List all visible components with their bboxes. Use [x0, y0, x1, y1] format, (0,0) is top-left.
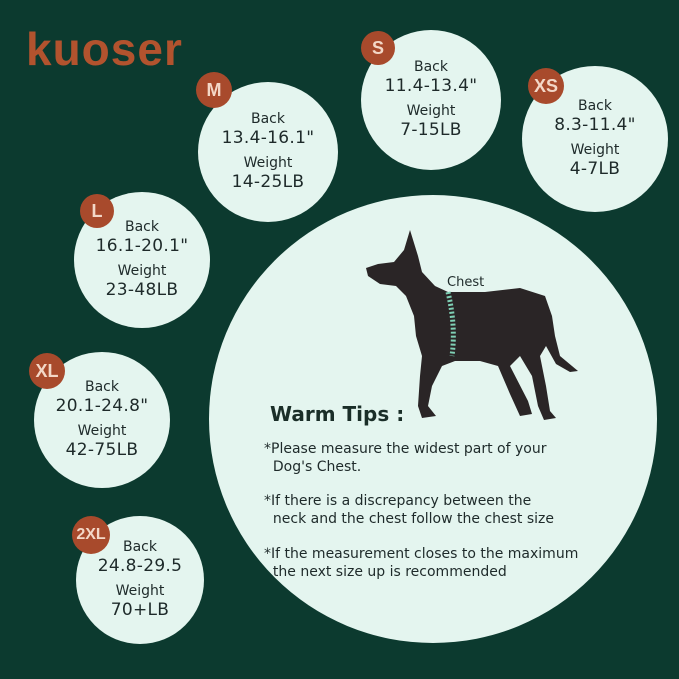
back-label: Back [578, 98, 612, 114]
back-label: Back [414, 59, 448, 75]
weight-label: Weight [117, 263, 167, 279]
tips-panel [209, 195, 657, 643]
weight-label: Weight [77, 423, 127, 439]
back-value: 20.1-24.8" [55, 396, 149, 416]
size-badge-xs: XS [528, 68, 564, 104]
tip-item: *Please measure the widest part of your … [264, 441, 547, 475]
back-label: Back [85, 379, 119, 395]
kuoser-logo: kuoser [26, 23, 183, 75]
back-value: 8.3-11.4" [554, 115, 636, 135]
warm-tips-title: Warm Tips : [270, 402, 405, 426]
size-badge-m: M [196, 72, 232, 108]
tip-item: *If the measurement closes to the maximu… [264, 546, 579, 580]
weight-label: Weight [115, 583, 165, 599]
weight-value: 70+LB [110, 600, 170, 620]
weight-value: 7-15LB [400, 120, 462, 140]
back-value: 16.1-20.1" [95, 236, 189, 256]
weight-label: Weight [570, 142, 620, 158]
back-value: 13.4-16.1" [221, 128, 315, 148]
tip-item: *If there is a discrepancy between the n… [264, 493, 555, 527]
weight-value: 14-25LB [231, 172, 305, 192]
back-label: Back [125, 219, 159, 235]
size-badge-s: S [361, 31, 395, 65]
back-value: 11.4-13.4" [384, 76, 478, 96]
back-label: Back [123, 539, 157, 555]
size-badge-l: L [80, 194, 114, 228]
back-label: Back [251, 111, 285, 127]
weight-value: 23-48LB [105, 280, 179, 300]
weight-label: Weight [243, 155, 293, 171]
dog-silhouette-icon [366, 230, 578, 420]
weight-value: 42-75LB [65, 440, 139, 460]
chest-label: Chest [447, 275, 485, 290]
weight-value: 4-7LB [569, 159, 621, 179]
size-badge-xl: XL [29, 353, 65, 389]
size-badge-2xl: 2XL [72, 516, 110, 554]
back-value: 24.8-29.5 [97, 556, 183, 576]
weight-label: Weight [406, 103, 456, 119]
